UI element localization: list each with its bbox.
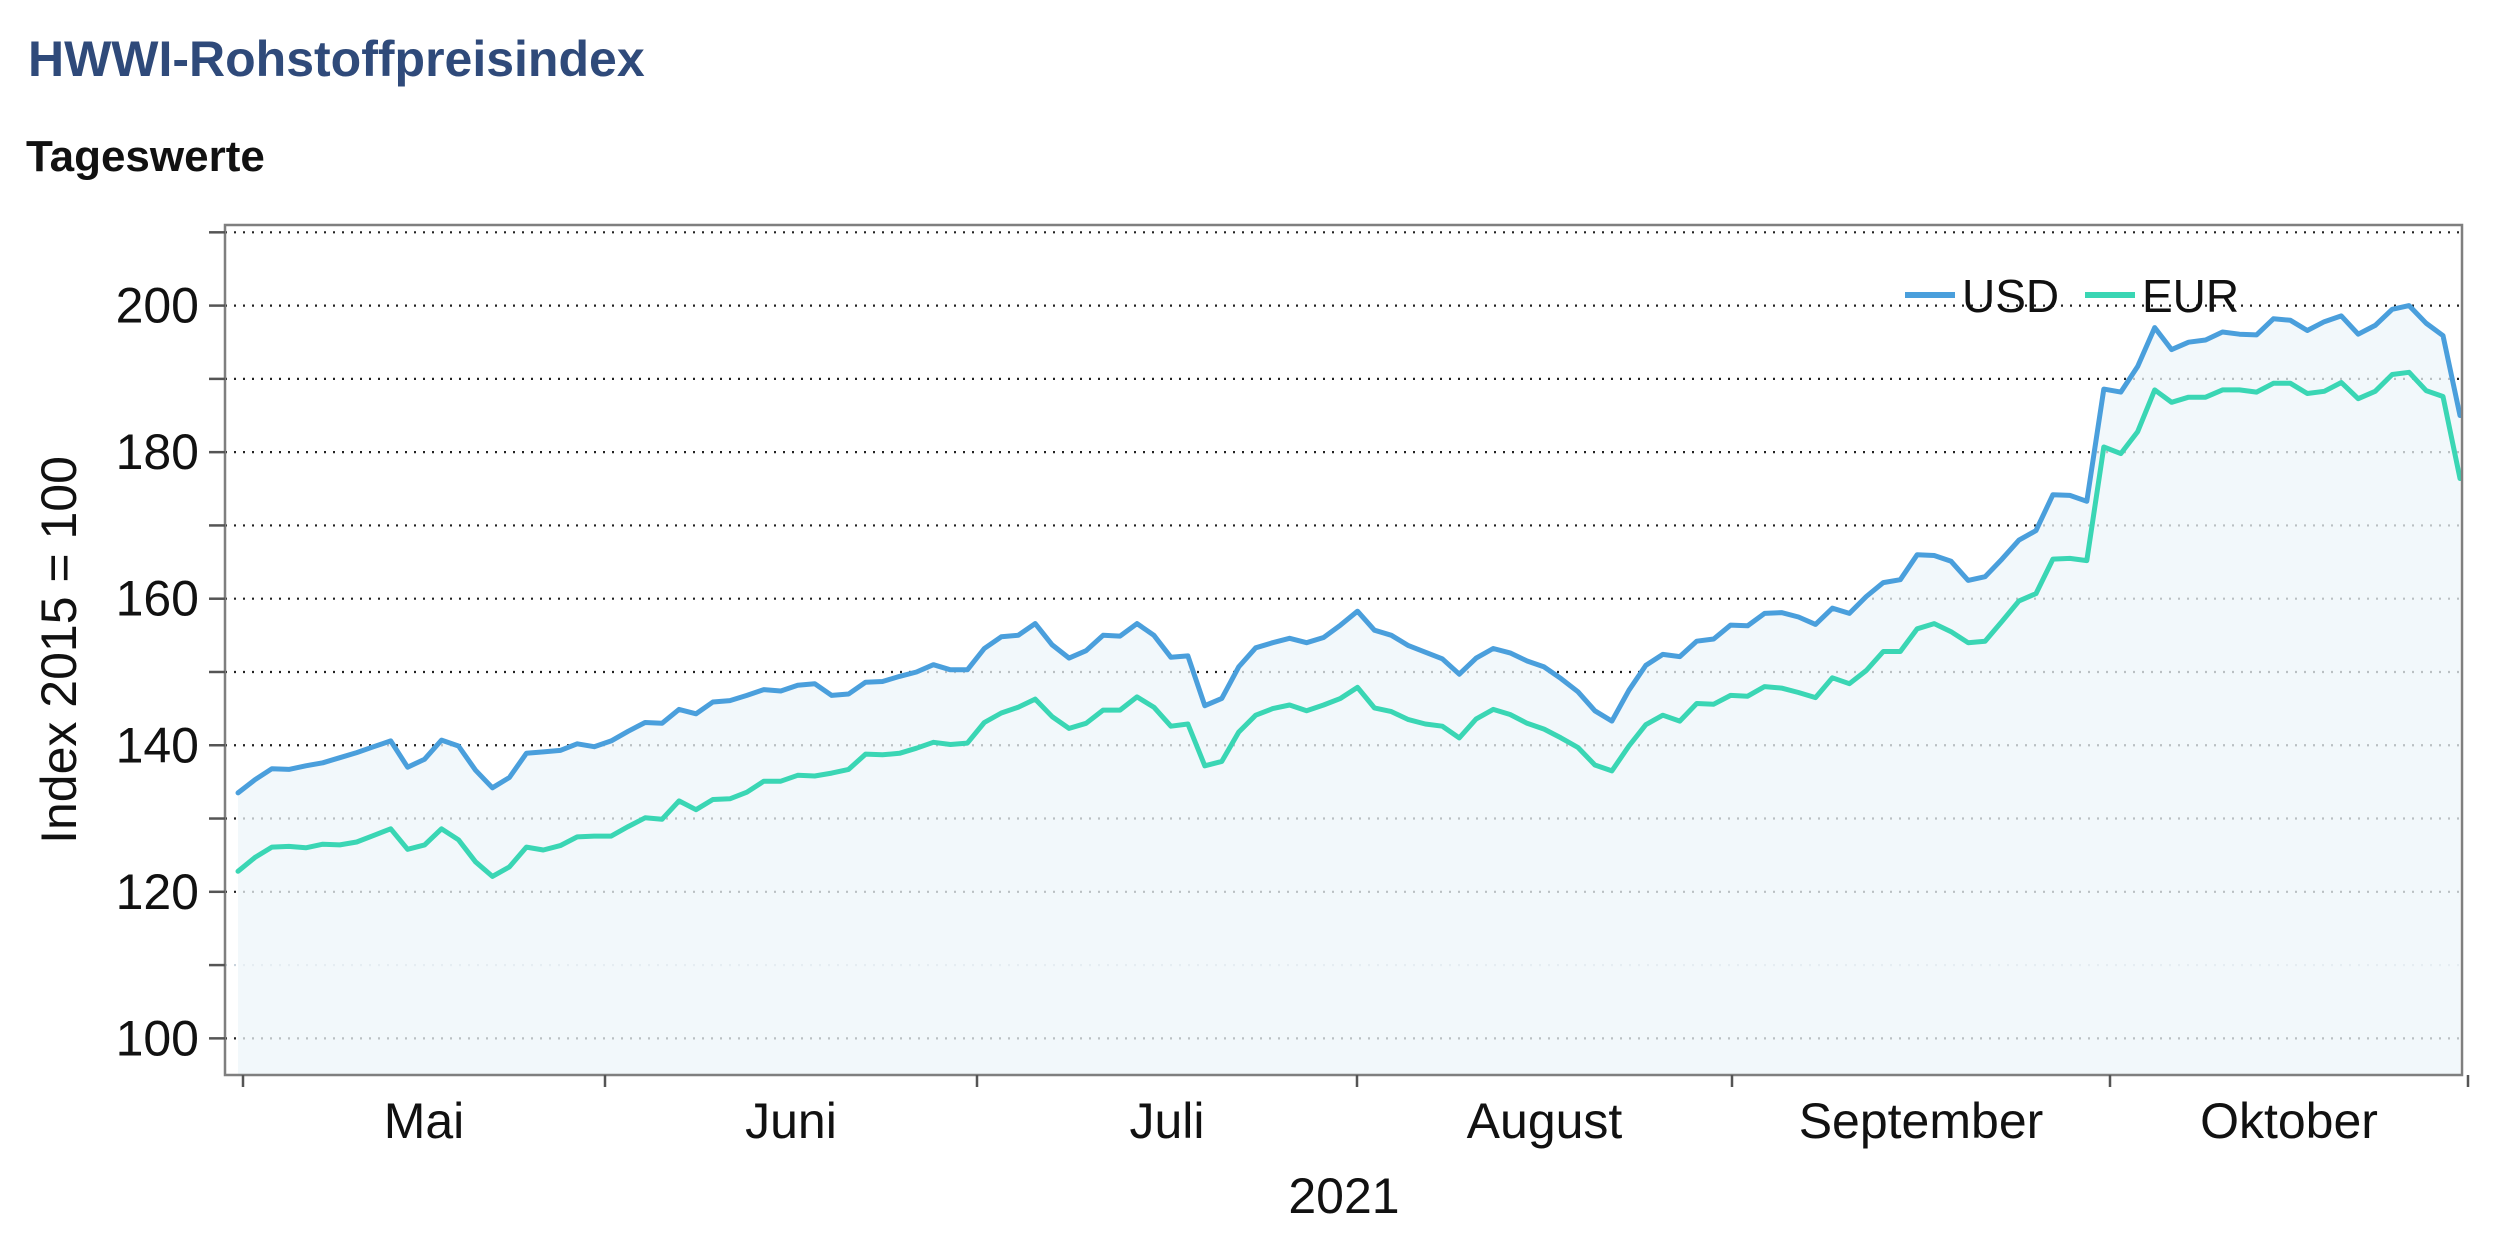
x-tick-label: Juli xyxy=(1129,1093,1204,1149)
legend-usd-label: USD xyxy=(1962,270,2059,322)
legend: USD EUR xyxy=(1905,270,2239,322)
series-lines xyxy=(235,303,2463,879)
x-tick-label: Juni xyxy=(745,1093,837,1149)
x-axis-label: 2021 xyxy=(1288,1168,1399,1224)
chart-title: HWWI-Rohstoffpreisindex xyxy=(28,31,645,87)
legend-eur-label: EUR xyxy=(2142,270,2239,322)
chart-subtitle: Tageswerte xyxy=(26,132,265,181)
x-tick-label: September xyxy=(1799,1093,2044,1149)
y-tick-label: 200 xyxy=(116,278,199,334)
x-tick-label: August xyxy=(1467,1093,1623,1149)
series-line-eur xyxy=(235,369,2463,879)
y-tick-label: 160 xyxy=(116,571,199,627)
x-tick-label: Mai xyxy=(384,1093,465,1149)
y-tick-label: 140 xyxy=(116,717,199,773)
x-tick-label: Oktober xyxy=(2200,1093,2378,1149)
y-axis-label: Index 2015 = 100 xyxy=(31,456,87,844)
y-tick-label: 180 xyxy=(116,424,199,480)
series-line-usd xyxy=(235,303,2463,796)
y-tick-label: 120 xyxy=(116,864,199,920)
axes: 100 120 140 160 180 200 Mai Juni Juli August Septe… xyxy=(116,231,2470,1149)
y-tick-label: 100 xyxy=(116,1010,199,1066)
plot-frame xyxy=(223,223,2464,1077)
